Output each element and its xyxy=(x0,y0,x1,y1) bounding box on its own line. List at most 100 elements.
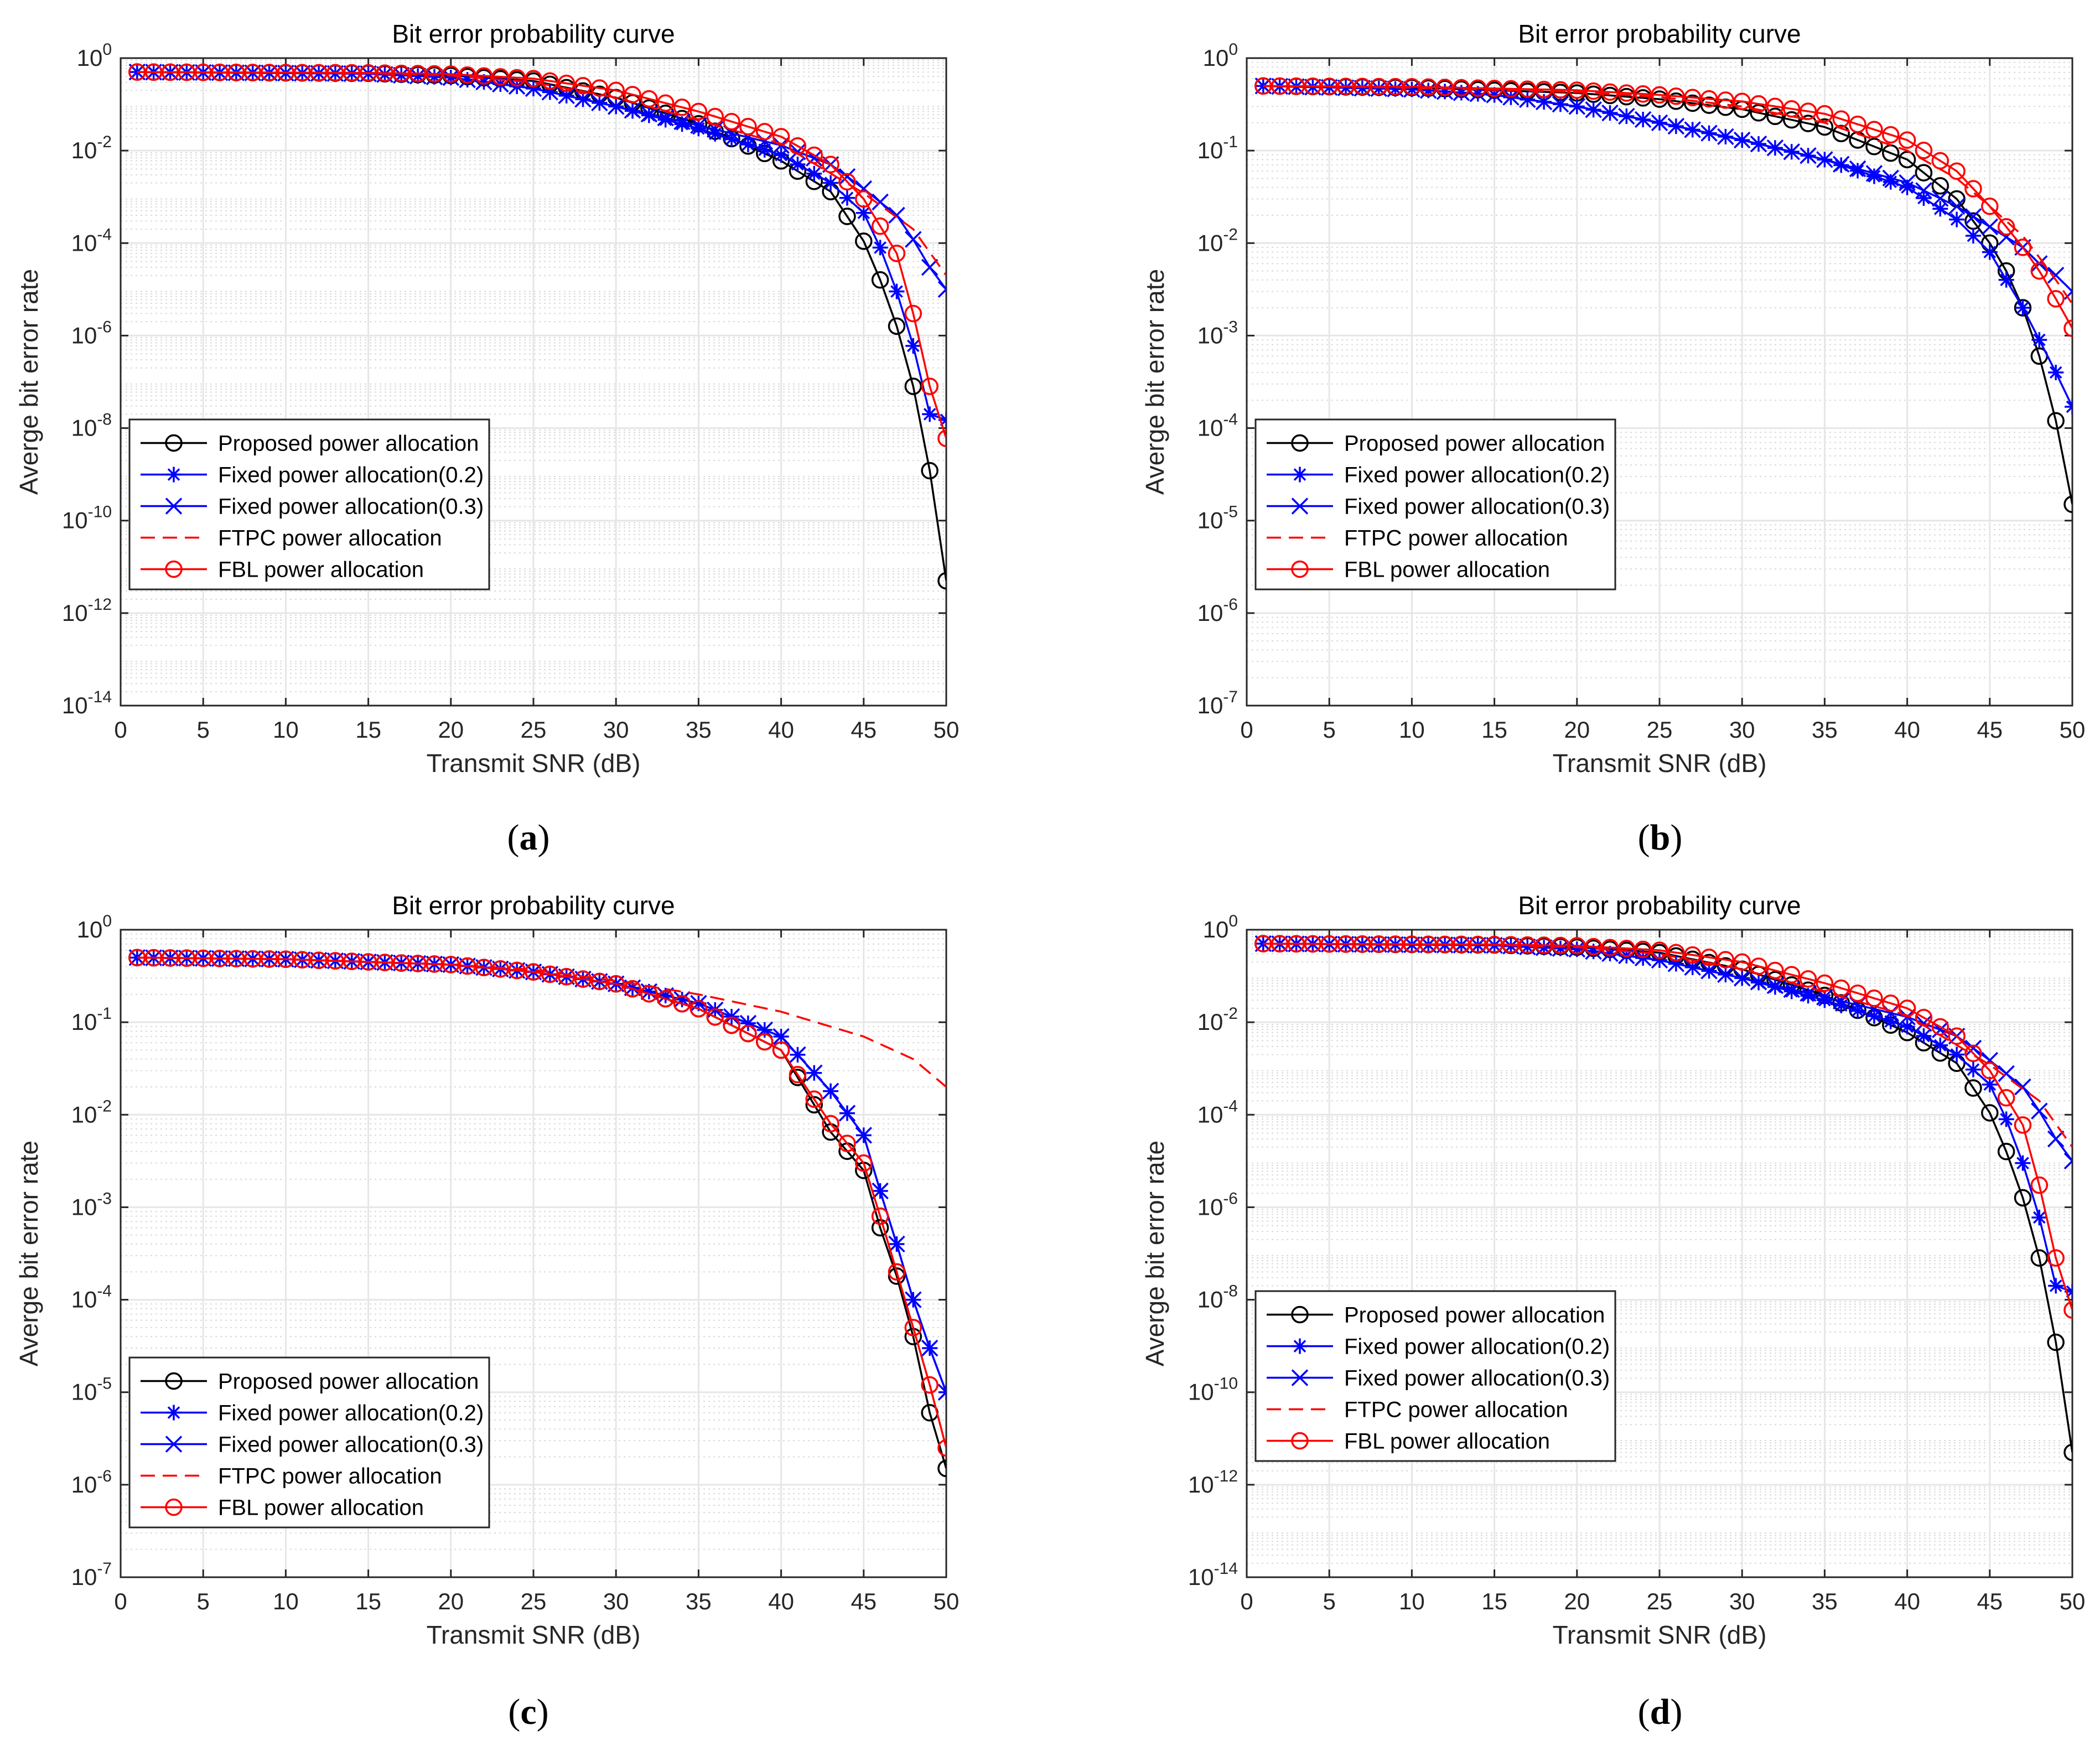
data-point-fbl xyxy=(2014,1116,2032,1134)
data-point-fbl xyxy=(805,146,823,164)
legend-label-fbl: FBL power allocation xyxy=(1344,558,1550,582)
data-point-fixed_02 xyxy=(707,126,723,142)
data-point-proposed xyxy=(888,317,906,335)
legend-label-fixed_03: Fixed power allocation(0.3) xyxy=(1344,495,1610,519)
y-tick-label: 10-8 xyxy=(1197,1282,1238,1313)
data-point-proposed xyxy=(805,1096,823,1113)
data-point-fixed_03 xyxy=(442,69,460,86)
legend-label-proposed: Proposed power allocation xyxy=(218,1370,479,1394)
y-tick-label: 10-14 xyxy=(1188,1560,1238,1590)
data-point-fixed_03 xyxy=(937,281,946,298)
chart-title: Bit error probability curve xyxy=(392,891,675,920)
data-point-fixed_03 xyxy=(624,102,641,119)
data-point-fixed_03 xyxy=(1733,970,1751,987)
data-point-fbl xyxy=(1287,77,1305,95)
data-point-fixed_03 xyxy=(1766,139,1784,157)
data-point-fbl xyxy=(1552,936,1569,955)
x-tick-label: 30 xyxy=(1729,717,1755,743)
data-point-fbl xyxy=(310,64,328,82)
data-point-fixed_03 xyxy=(1618,107,1635,125)
data-point-fixed_02 xyxy=(839,190,855,206)
data-point-fbl xyxy=(1535,80,1553,99)
data-point-fbl xyxy=(326,952,344,970)
legend-label-proposed: Proposed power allocation xyxy=(1344,1303,1605,1328)
y-axis-label: Averge bit error rate xyxy=(14,269,43,495)
data-point-fbl xyxy=(805,1090,823,1108)
x-tick-label: 45 xyxy=(1977,1588,2003,1614)
y-axis-label: Averge bit error rate xyxy=(1140,1141,1169,1366)
data-point-fbl xyxy=(1931,152,1949,170)
data-point-proposed xyxy=(888,1267,906,1285)
data-point-fbl xyxy=(1485,80,1503,97)
chart-panel-d: 0 5 10 15 20 25 30 35 40 45 50 100 10-2 10-4 10-6 10-8 1… xyxy=(1140,891,2085,1732)
data-point-fbl xyxy=(376,954,394,971)
data-point-fbl xyxy=(1931,1018,1949,1036)
data-point-fixed_03 xyxy=(838,1105,856,1122)
data-point-fixed_03 xyxy=(426,68,443,85)
data-point-fixed_02 xyxy=(1932,201,1948,217)
data-point-fbl xyxy=(161,63,179,81)
data-point-fixed_03 xyxy=(1915,182,1932,199)
data-point-fixed_02 xyxy=(1899,179,1915,195)
legend-label-proposed: Proposed power allocation xyxy=(218,432,479,456)
data-point-fbl xyxy=(458,957,476,975)
data-point-fixed_03 xyxy=(1651,114,1668,132)
data-point-fbl xyxy=(541,72,559,90)
data-point-fixed_02 xyxy=(1883,1013,1899,1029)
data-point-fixed_03 xyxy=(921,258,938,276)
data-point-fbl xyxy=(144,949,163,967)
data-point-fixed_02 xyxy=(1932,1037,1948,1053)
data-point-fbl xyxy=(1601,939,1619,956)
y-tick-label: 10-3 xyxy=(1197,318,1238,348)
data-point-fbl xyxy=(211,63,229,81)
data-point-fbl xyxy=(426,65,443,83)
data-point-fbl xyxy=(2047,290,2065,308)
data-point-fixed_03 xyxy=(806,1064,823,1081)
data-point-fixed_03 xyxy=(591,94,608,112)
data-point-fbl xyxy=(1469,935,1487,954)
data-point-fbl xyxy=(772,128,790,146)
data-point-fbl xyxy=(359,64,377,82)
data-point-fixed_02 xyxy=(2015,1155,2031,1171)
data-point-fixed_03 xyxy=(888,206,905,224)
data-point-fixed_02 xyxy=(872,240,888,256)
data-point-fbl xyxy=(1254,77,1272,95)
x-tick-label: 0 xyxy=(114,1588,127,1614)
data-point-fixed_03 xyxy=(1700,962,1718,980)
data-point-fixed_02 xyxy=(657,112,673,128)
data-point-proposed xyxy=(1981,1104,1999,1122)
data-point-fixed_03 xyxy=(1948,198,1966,215)
x-tick-label: 5 xyxy=(1323,1588,1336,1614)
data-point-fbl xyxy=(871,217,889,235)
data-point-proposed xyxy=(871,1219,889,1237)
x-tick-label: 0 xyxy=(1240,1588,1253,1614)
data-point-fixed_03 xyxy=(872,1182,889,1200)
data-point-proposed xyxy=(937,572,946,590)
data-point-fbl xyxy=(277,950,295,968)
x-axis-label: Transmit SNR (dB) xyxy=(427,1620,641,1649)
data-point-fbl xyxy=(1254,935,1272,952)
data-point-proposed xyxy=(2063,1443,2072,1462)
data-point-fbl xyxy=(1304,935,1322,953)
legend-label-ftpc: FTPC power allocation xyxy=(1344,1398,1568,1422)
data-point-fbl xyxy=(822,156,839,174)
data-point-fixed_02 xyxy=(756,142,772,158)
data-point-fixed_03 xyxy=(1998,1065,2015,1082)
data-point-fbl xyxy=(739,118,757,136)
data-point-fixed_03 xyxy=(1667,117,1685,135)
data-point-fixed_03 xyxy=(2047,1130,2065,1148)
legend-marker-fbl xyxy=(1291,1432,1309,1450)
data-point-fbl xyxy=(904,304,922,323)
data-point-fbl xyxy=(1799,102,1817,120)
x-tick-label: 50 xyxy=(934,1588,960,1614)
x-tick-label: 5 xyxy=(1323,717,1336,743)
minor-grid xyxy=(121,933,946,1550)
data-point-fbl xyxy=(789,137,807,155)
data-point-fbl xyxy=(1453,79,1470,97)
data-point-fbl xyxy=(525,70,542,87)
y-tick-label: 10-2 xyxy=(71,1097,112,1127)
data-point-proposed xyxy=(921,462,938,480)
x-tick-label: 50 xyxy=(934,717,960,743)
data-point-fbl xyxy=(491,960,510,978)
data-point-fixed_03 xyxy=(558,87,575,105)
